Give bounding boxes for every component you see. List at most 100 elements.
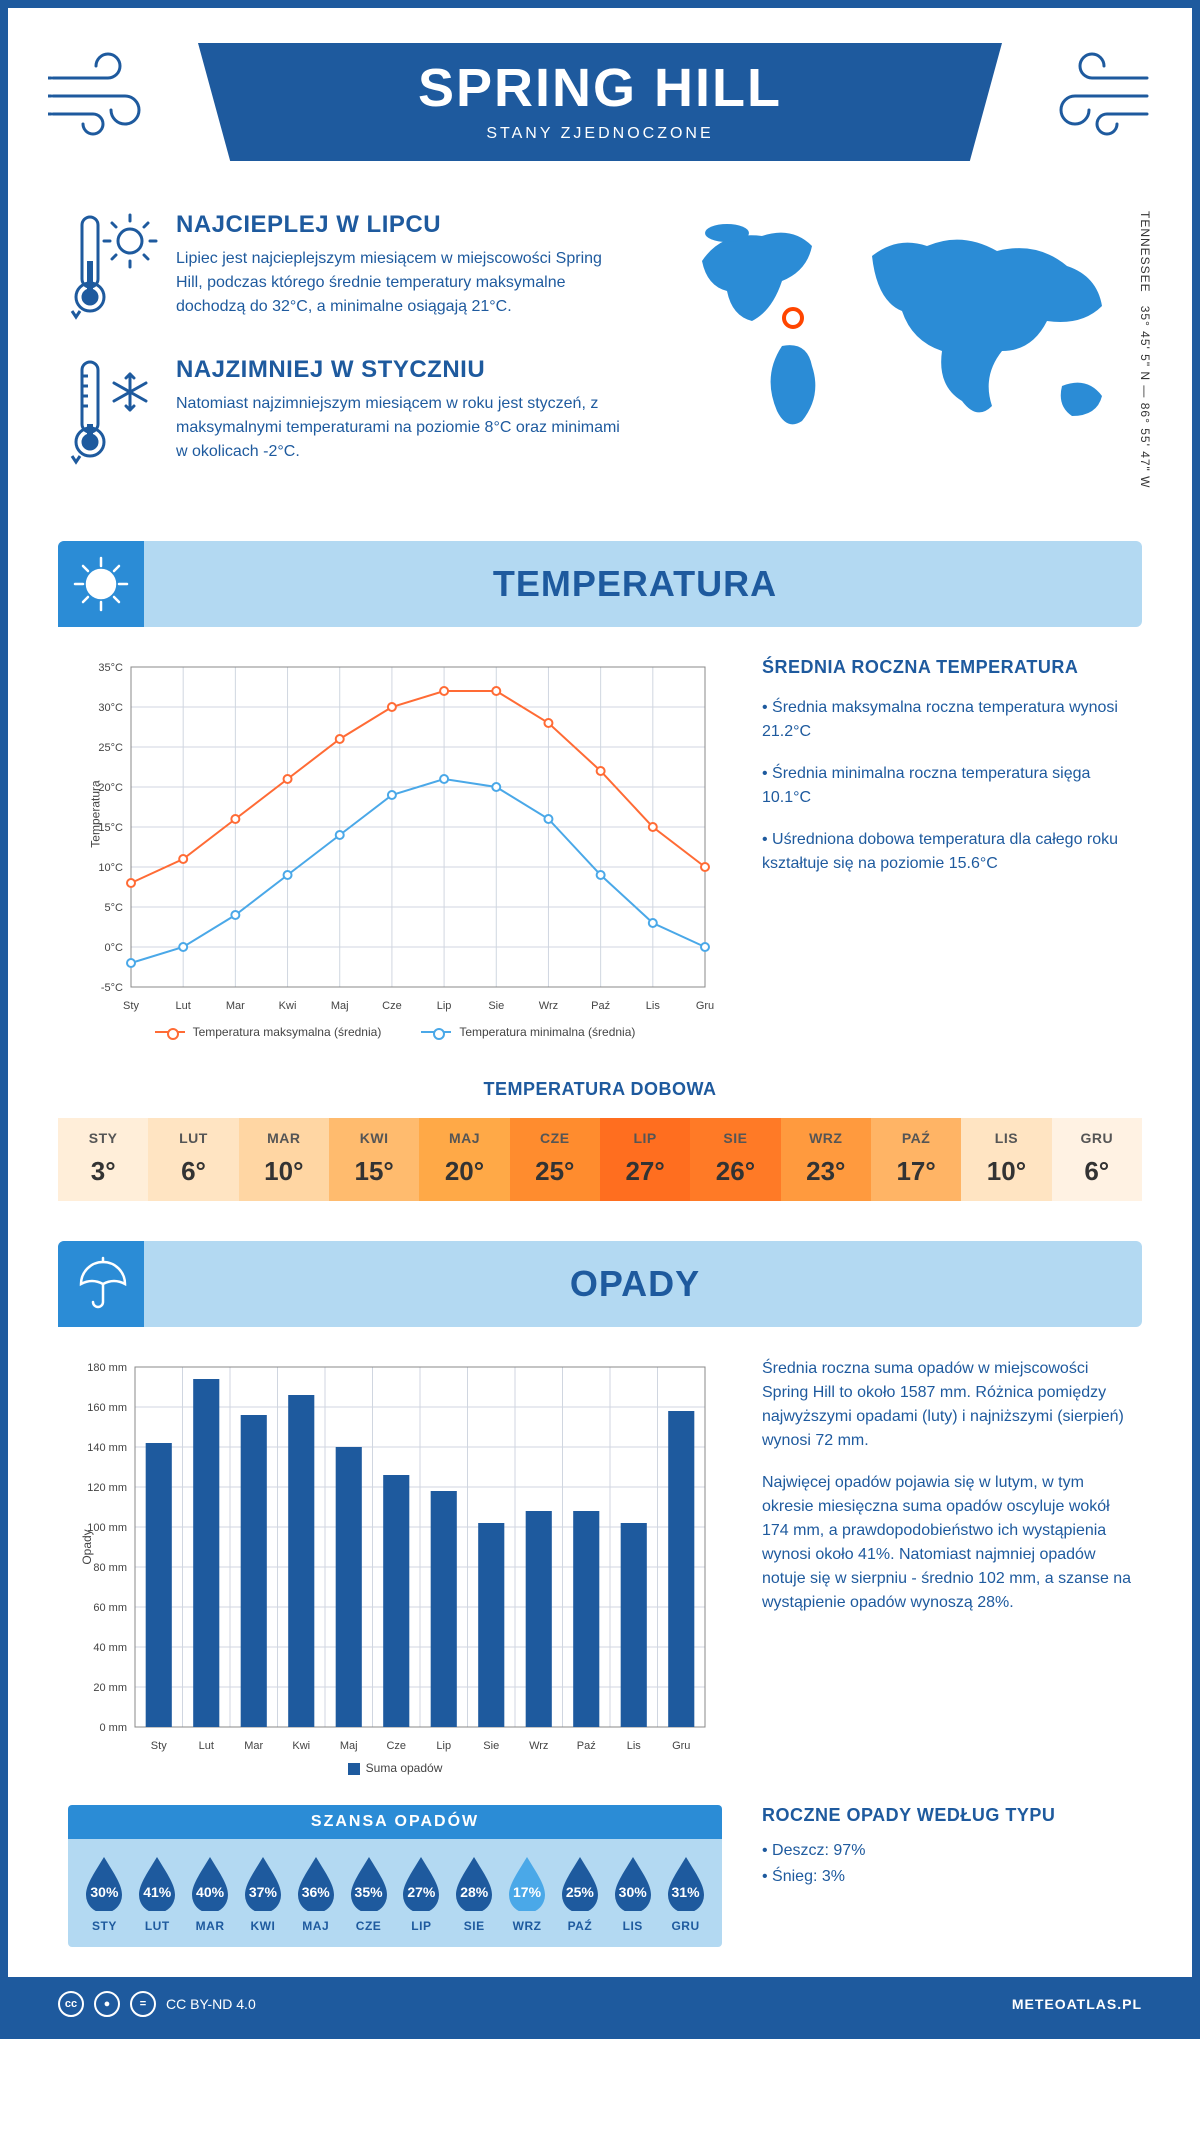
chance-drop: 25% PAŹ xyxy=(553,1855,606,1933)
raindrop-icon: 28% xyxy=(451,1855,497,1911)
temperature-summary: ŚREDNIA ROCZNA TEMPERATURA • Średnia mak… xyxy=(762,657,1132,1039)
precip-type-line: • Śnieg: 3% xyxy=(762,1864,1132,1890)
license-block: cc ● = CC BY-ND 4.0 xyxy=(58,1991,256,2017)
svg-text:Lis: Lis xyxy=(627,1740,642,1752)
svg-text:Mar: Mar xyxy=(226,1000,245,1012)
svg-text:-5°C: -5°C xyxy=(101,982,123,994)
daily-temp-title: TEMPERATURA DOBOWA xyxy=(8,1079,1192,1100)
precip-type-title: ROCZNE OPADY WEDŁUG TYPU xyxy=(762,1805,1132,1826)
chance-drop: 30% STY xyxy=(78,1855,131,1933)
by-icon: ● xyxy=(94,1991,120,2017)
svg-text:Paź: Paź xyxy=(577,1740,596,1752)
svg-text:Sty: Sty xyxy=(123,1000,139,1012)
intro-section: NAJCIEPLEJ W LIPCU Lipiec jest najcieple… xyxy=(8,171,1192,531)
thermometer-sun-icon xyxy=(68,211,158,326)
svg-text:180 mm: 180 mm xyxy=(87,1362,127,1374)
svg-text:Gru: Gru xyxy=(672,1740,690,1752)
umbrella-icon xyxy=(58,1241,144,1327)
chance-drop: 40% MAR xyxy=(184,1855,237,1933)
raindrop-icon: 41% xyxy=(134,1855,180,1911)
precip-para: Średnia roczna suma opadów w miejscowośc… xyxy=(762,1357,1132,1453)
daily-temp-table: STY3° LUT6° MAR10° KWI15° MAJ20° CZE25° … xyxy=(58,1118,1142,1201)
daily-cell: LIS10° xyxy=(961,1118,1051,1201)
daily-cell: SIE26° xyxy=(690,1118,780,1201)
svg-text:10°C: 10°C xyxy=(98,862,123,874)
svg-text:Lip: Lip xyxy=(436,1740,451,1752)
raindrop-icon: 30% xyxy=(81,1855,127,1911)
precip-bar-chart: 0 mm20 mm40 mm60 mm80 mm100 mm120 mm140 … xyxy=(68,1357,722,1775)
svg-text:Lis: Lis xyxy=(646,1000,661,1012)
chance-drop: 30% LIS xyxy=(606,1855,659,1933)
svg-text:160 mm: 160 mm xyxy=(87,1402,127,1414)
svg-text:Kwi: Kwi xyxy=(279,1000,297,1012)
nd-icon: = xyxy=(130,1991,156,2017)
sun-icon xyxy=(58,541,144,627)
raindrop-icon: 27% xyxy=(398,1855,444,1911)
svg-text:Lut: Lut xyxy=(199,1740,214,1752)
svg-text:Paź: Paź xyxy=(591,1000,610,1012)
svg-text:35°C: 35°C xyxy=(98,662,123,674)
svg-text:Opady: Opady xyxy=(80,1529,94,1564)
page: SPRING HILL STANY ZJEDNOCZONE xyxy=(0,0,1200,2039)
daily-cell: LUT6° xyxy=(148,1118,238,1201)
daily-cell: PAŹ17° xyxy=(871,1118,961,1201)
raindrop-icon: 37% xyxy=(240,1855,286,1911)
chance-drop: 17% WRZ xyxy=(501,1855,554,1933)
svg-text:140 mm: 140 mm xyxy=(87,1442,127,1454)
world-map-icon xyxy=(672,211,1132,451)
chance-drop: 27% LIP xyxy=(395,1855,448,1933)
svg-text:60 mm: 60 mm xyxy=(93,1602,127,1614)
license-text: CC BY-ND 4.0 xyxy=(166,1996,256,2012)
svg-text:Wrz: Wrz xyxy=(529,1740,548,1752)
coldest-title: NAJZIMNIEJ W STYCZNIU xyxy=(176,356,632,384)
raindrop-icon: 25% xyxy=(557,1855,603,1911)
raindrop-icon: 36% xyxy=(293,1855,339,1911)
svg-text:Sie: Sie xyxy=(488,1000,504,1012)
precip-section-bar: OPADY xyxy=(58,1241,1142,1327)
chance-drop: 41% LUT xyxy=(131,1855,184,1933)
svg-text:Sty: Sty xyxy=(151,1740,167,1752)
daily-cell: LIP27° xyxy=(600,1118,690,1201)
temperature-title: TEMPERATURA xyxy=(158,563,1112,605)
daily-cell: KWI15° xyxy=(329,1118,419,1201)
svg-text:Cze: Cze xyxy=(386,1740,406,1752)
bar-chart-legend: Suma opadów xyxy=(68,1761,722,1775)
svg-text:80 mm: 80 mm xyxy=(93,1562,127,1574)
cc-icon: cc xyxy=(58,1991,84,2017)
daily-cell: MAJ20° xyxy=(419,1118,509,1201)
country-subtitle: STANY ZJEDNOCZONE xyxy=(218,125,982,143)
temp-bullet: • Średnia maksymalna roczna temperatura … xyxy=(762,696,1132,744)
precip-type-summary: ROCZNE OPADY WEDŁUG TYPU • Deszcz: 97% •… xyxy=(762,1805,1132,1947)
svg-text:25°C: 25°C xyxy=(98,742,123,754)
header: SPRING HILL STANY ZJEDNOCZONE xyxy=(8,8,1192,171)
chance-drop: 28% SIE xyxy=(448,1855,501,1933)
chance-title: SZANSA OPADÓW xyxy=(68,1805,722,1839)
svg-text:Cze: Cze xyxy=(382,1000,402,1012)
daily-cell: GRU6° xyxy=(1052,1118,1142,1201)
svg-text:Maj: Maj xyxy=(340,1740,358,1752)
precip-title: OPADY xyxy=(158,1263,1112,1305)
line-chart-legend: Temperatura maksymalna (średnia) Tempera… xyxy=(68,1025,722,1039)
raindrop-icon: 30% xyxy=(610,1855,656,1911)
temperature-section-bar: TEMPERATURA xyxy=(58,541,1142,627)
thermometer-snow-icon xyxy=(68,356,158,471)
svg-text:5°C: 5°C xyxy=(105,902,124,914)
chance-drop: 35% CZE xyxy=(342,1855,395,1933)
chance-drop: 37% KWI xyxy=(236,1855,289,1933)
svg-text:Maj: Maj xyxy=(331,1000,349,1012)
coordinates-text: TENNESSEE 35° 45' 5" N — 86° 55' 47" W xyxy=(1138,211,1152,488)
svg-text:Lut: Lut xyxy=(176,1000,191,1012)
coldest-body: Natomiast najzimniejszym miesiącem w rok… xyxy=(176,392,632,464)
daily-cell: MAR10° xyxy=(239,1118,329,1201)
wind-icon xyxy=(48,48,168,138)
raindrop-icon: 17% xyxy=(504,1855,550,1911)
temp-bullet: • Uśredniona dobowa temperatura dla całe… xyxy=(762,828,1132,876)
footer: cc ● = CC BY-ND 4.0 METEOATLAS.PL xyxy=(8,1977,1192,2031)
hottest-body: Lipiec jest najcieplejszym miesiącem w m… xyxy=(176,247,632,319)
daily-cell: WRZ23° xyxy=(781,1118,871,1201)
svg-text:30°C: 30°C xyxy=(98,702,123,714)
svg-text:0 mm: 0 mm xyxy=(100,1722,128,1734)
chance-drop: 31% GRU xyxy=(659,1855,712,1933)
precip-chance-panel: SZANSA OPADÓW 30% STY 41% LUT 40% MAR 37… xyxy=(68,1805,722,1947)
daily-cell: STY3° xyxy=(58,1118,148,1201)
